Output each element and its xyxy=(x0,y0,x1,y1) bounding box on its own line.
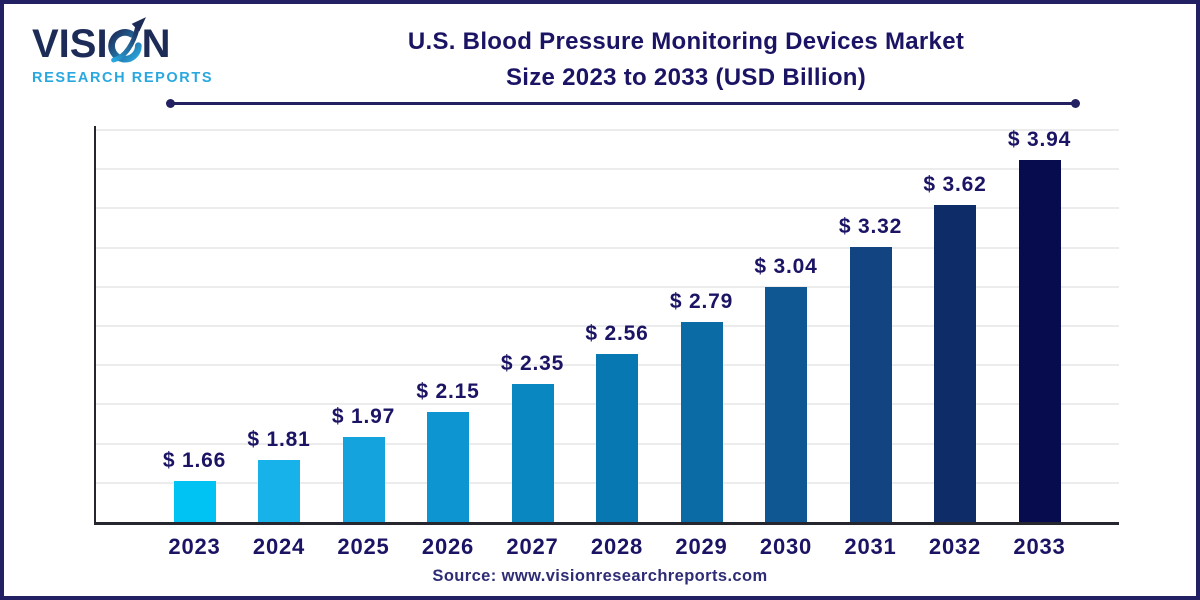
bar-2025 xyxy=(342,437,385,522)
bar-value-label-2025: $ 1.97 xyxy=(331,405,396,429)
source-text: Source: www.visionresearchreports.com xyxy=(432,567,768,585)
vision-research-reports-logo: VISI N RESEARCH REPORTS xyxy=(32,17,222,86)
bar-2024 xyxy=(258,460,300,522)
logo-text-prefix: VISI xyxy=(32,22,108,66)
logo-wordmark: VISI N xyxy=(32,17,222,70)
bar-value-label-2026: $ 2.15 xyxy=(416,380,480,404)
x-tick-2030: 2030 xyxy=(759,534,813,559)
bar-value-label-2031: $ 3.32 xyxy=(838,215,903,239)
x-tick-2025: 2025 xyxy=(337,534,390,559)
bar-2027 xyxy=(511,383,554,522)
chart-title-line1: U.S. Blood Pressure Monitoring Devices M… xyxy=(407,28,965,55)
bar-value-label-2030: $ 3.04 xyxy=(754,254,818,278)
title-underline xyxy=(166,99,1080,108)
x-tick-2032: 2032 xyxy=(928,534,982,559)
gridline-4 xyxy=(96,285,1119,288)
bar-chart-plot-area: $ 1.66 2023 $ 1.81 2024 $ 1.97 2025 $ 2.15 2026… xyxy=(94,126,1119,559)
logo-drop-arrow-icon xyxy=(107,17,146,63)
gridline-1 xyxy=(96,168,1119,171)
divider-dot-right xyxy=(1071,99,1080,108)
bar-value-label-2027: $ 2.35 xyxy=(500,351,565,375)
x-tick-2023: 2023 xyxy=(168,534,221,559)
bar-value-label-2029: $ 2.79 xyxy=(669,289,734,313)
bar-value-label-2023: $ 1.66 xyxy=(162,449,227,473)
gridline-0 xyxy=(96,129,1119,131)
bar-value-label-2028: $ 2.56 xyxy=(585,322,649,346)
x-tick-2029: 2029 xyxy=(675,534,728,559)
bar-value-label-2024: $ 1.81 xyxy=(247,428,311,451)
bar-2033 xyxy=(1018,159,1061,522)
gridline-3 xyxy=(96,246,1119,249)
x-tick-2031: 2031 xyxy=(844,534,897,559)
gridline-5 xyxy=(96,325,1119,327)
x-tick-2024: 2024 xyxy=(252,534,306,559)
x-tick-2028: 2028 xyxy=(590,534,644,559)
chart-title: U.S. Blood Pressure Monitoring Devices M… xyxy=(204,24,1168,96)
x-tick-2027: 2027 xyxy=(506,534,559,559)
bar-value-label-2033: $ 3.94 xyxy=(1007,127,1072,151)
bar-2023 xyxy=(173,481,216,522)
bar-value-label-2032: $ 3.62 xyxy=(923,172,987,196)
logo-text-suffix: N xyxy=(141,22,171,66)
bar-2032 xyxy=(934,204,976,522)
logo-tagline: RESEARCH REPORTS xyxy=(32,70,214,86)
bar-2029 xyxy=(680,321,723,522)
bar-2028 xyxy=(596,354,638,522)
chart-title-line2: Size 2023 to 2033 (USD Billion) xyxy=(505,64,867,91)
gridline-2 xyxy=(96,207,1119,210)
bar-2026 xyxy=(427,412,469,522)
x-tick-2026: 2026 xyxy=(421,534,475,559)
bar-2030 xyxy=(765,286,807,522)
x-tick-2033: 2033 xyxy=(1013,534,1066,559)
divider-dot-left xyxy=(166,99,175,108)
bar-2031 xyxy=(849,247,892,522)
